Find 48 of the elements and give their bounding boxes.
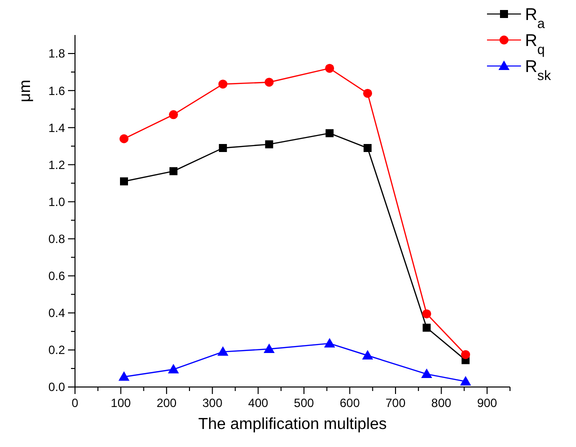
legend-label: R$_{a}$ bbox=[525, 4, 546, 30]
y-tick-label: 0.4 bbox=[48, 306, 66, 320]
x-tick-label: 200 bbox=[156, 396, 177, 410]
x-tick-label: 400 bbox=[248, 396, 268, 410]
point bbox=[218, 144, 227, 152]
point bbox=[461, 350, 470, 360]
point bbox=[168, 364, 179, 374]
x-tick-label: 100 bbox=[110, 396, 132, 410]
y-tick-label: 1.6 bbox=[48, 84, 66, 98]
legend-label: R$_{sk}$ bbox=[525, 56, 552, 82]
y-tick-label: 0.0 bbox=[48, 380, 66, 394]
point bbox=[218, 80, 228, 89]
x-tick-label: 900 bbox=[477, 396, 498, 410]
point bbox=[362, 350, 374, 360]
point bbox=[169, 167, 178, 176]
y-tick-label: 1.4 bbox=[48, 120, 66, 135]
point bbox=[119, 134, 128, 144]
point bbox=[264, 78, 274, 87]
x-tick-label: 800 bbox=[431, 396, 452, 410]
y-tick-label: 0.2 bbox=[48, 343, 66, 358]
y-tick-label: 1.2 bbox=[48, 158, 66, 172]
x-axis-title: The amplification multiples bbox=[198, 416, 387, 433]
y-tick-label: 0.8 bbox=[48, 232, 66, 246]
point bbox=[460, 376, 472, 386]
point bbox=[264, 344, 275, 354]
point bbox=[325, 64, 334, 73]
y-tick-label: 1.8 bbox=[48, 46, 66, 61]
y-tick-label: 1.0 bbox=[48, 194, 66, 209]
point bbox=[265, 140, 274, 148]
point bbox=[363, 88, 372, 98]
x-tick-label: 700 bbox=[386, 396, 406, 410]
x-tick-label: 600 bbox=[340, 396, 360, 410]
point bbox=[326, 129, 334, 138]
point bbox=[421, 368, 432, 378]
point bbox=[364, 144, 372, 152]
point bbox=[217, 346, 228, 356]
point bbox=[118, 371, 130, 381]
legend-label: R$_{q}$ bbox=[525, 30, 545, 56]
point bbox=[422, 309, 432, 318]
point bbox=[120, 177, 128, 186]
x-tick-label: 0 bbox=[72, 396, 79, 410]
x-tick-label: 300 bbox=[202, 396, 223, 410]
x-tick-label: 500 bbox=[294, 396, 314, 410]
point bbox=[324, 338, 336, 348]
point bbox=[168, 110, 178, 120]
y-axis-title: μm bbox=[17, 80, 34, 102]
y-tick-label: 0.6 bbox=[48, 269, 66, 284]
point bbox=[422, 324, 431, 332]
